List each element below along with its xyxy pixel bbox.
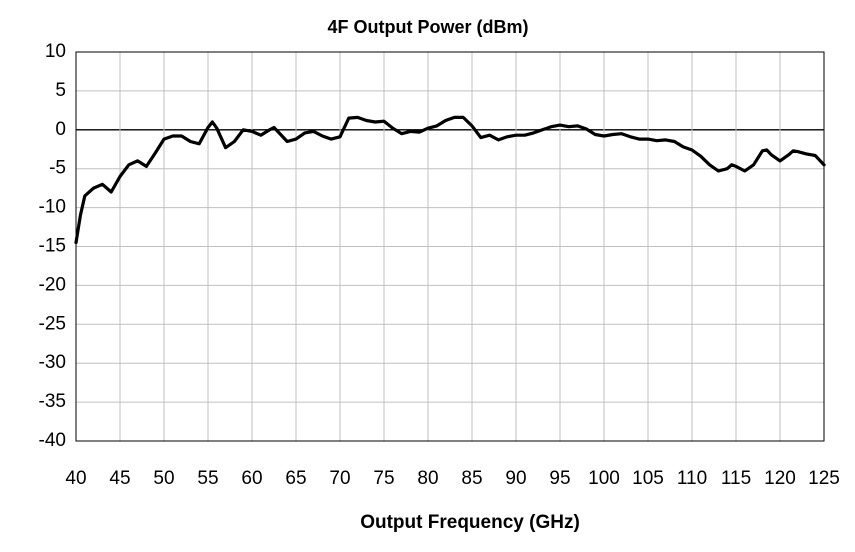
chart-title: 4F Output Power (dBm)	[328, 17, 529, 37]
x-tick-label: 40	[65, 468, 86, 489]
x-tick-label: 115	[721, 468, 751, 489]
y-tick-label: -30	[39, 352, 66, 373]
y-tick-label: -10	[39, 197, 66, 218]
x-tick-label: 55	[197, 468, 218, 489]
x-tick-label: 65	[285, 468, 306, 489]
x-tick-label: 100	[588, 468, 620, 489]
x-tick-label: 50	[153, 468, 174, 489]
line-series	[74, 115, 826, 245]
x-tick-label: 95	[549, 468, 570, 489]
y-tick-label: -25	[39, 313, 66, 334]
x-tick-label: 60	[241, 468, 262, 489]
x-tick-label: 70	[329, 468, 350, 489]
x-tick-label: 90	[505, 468, 526, 489]
x-tick-label: 45	[109, 468, 130, 489]
y-tick-label: -35	[39, 391, 66, 412]
x-axis-label: Output Frequency (GHz)	[360, 512, 580, 533]
y-tick-label: -5	[49, 158, 66, 179]
x-tick-label: 80	[417, 468, 438, 489]
x-tick-label: 105	[632, 468, 664, 489]
x-tick-label: 75	[373, 468, 394, 489]
y-tick-label: -20	[39, 274, 66, 295]
y-tick-label: -15	[39, 236, 66, 257]
x-tick-label: 120	[764, 468, 796, 489]
x-tick-label: 125	[808, 468, 840, 489]
plot-frame	[75, 51, 825, 442]
x-tick-label: 85	[461, 468, 482, 489]
y-tick-label: -40	[39, 430, 66, 451]
x-tick-label: 110	[677, 468, 707, 489]
y-tick-label: 5	[55, 80, 66, 101]
y-tick-label: 10	[45, 41, 66, 62]
y-tick-label: 0	[55, 119, 66, 140]
